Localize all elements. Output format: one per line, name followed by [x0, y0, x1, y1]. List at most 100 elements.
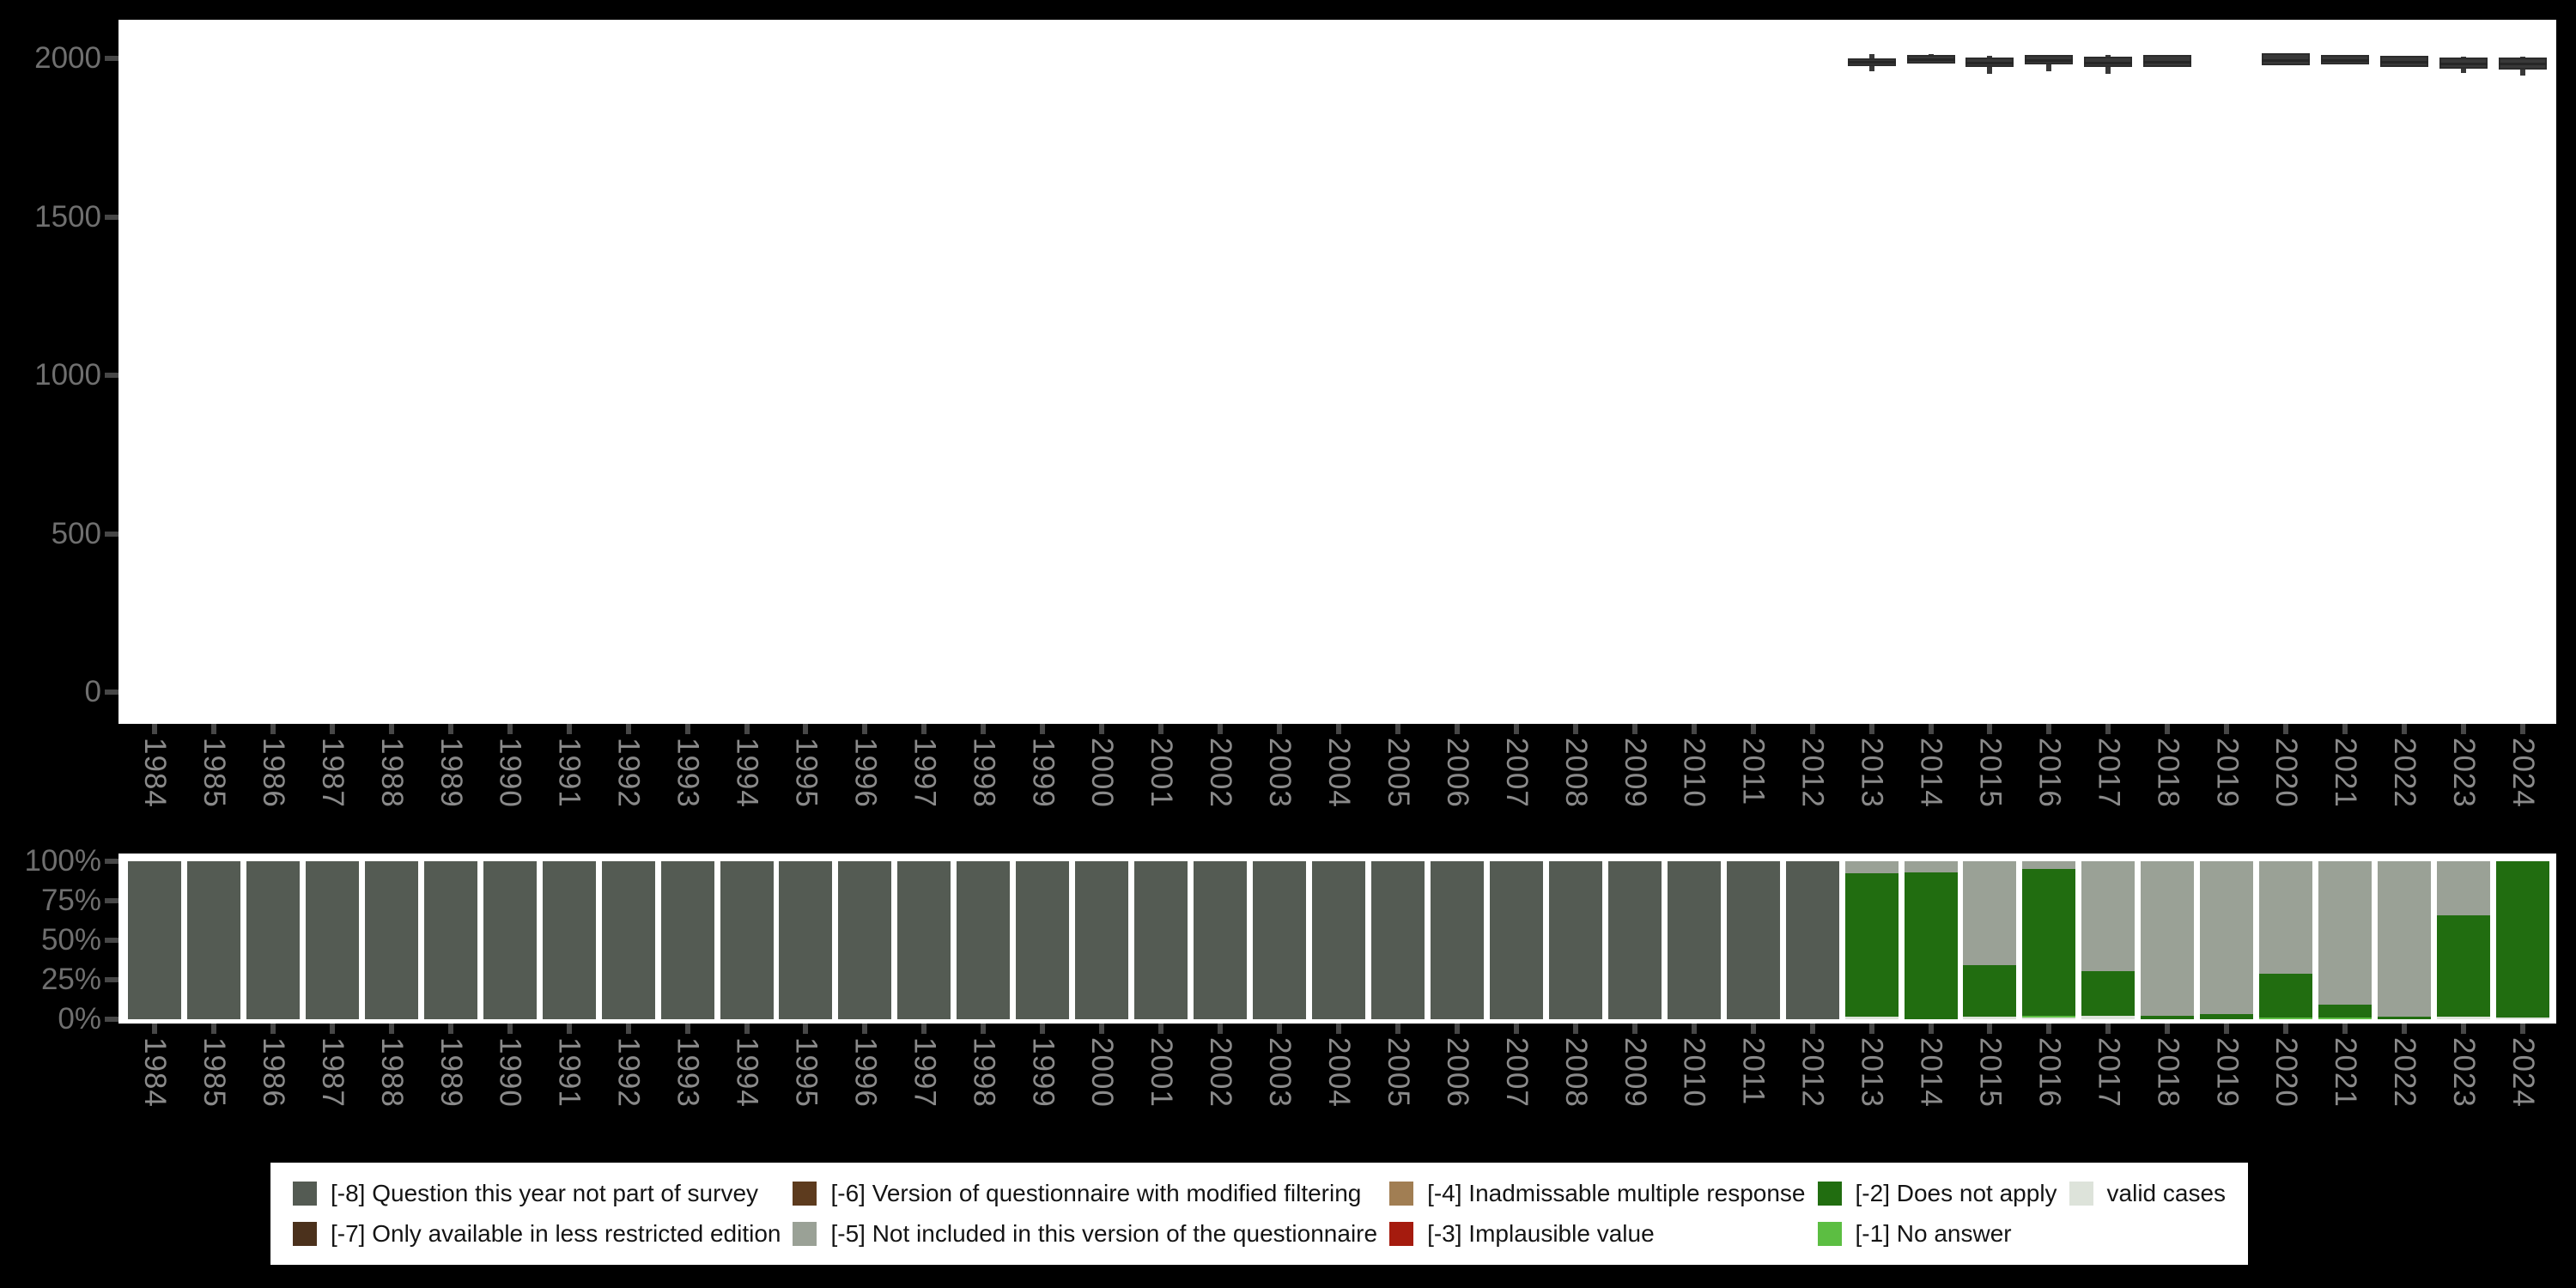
x-axis-year-label: 2002 [1204, 738, 1238, 808]
percent-axis-tick [105, 1017, 118, 1022]
x-axis-tick [447, 724, 453, 734]
x-axis-year-label: 1984 [138, 738, 172, 808]
bar-segment-code-1 [2022, 1016, 2076, 1018]
x-axis-year-label: 2004 [1322, 1037, 1356, 1108]
bar-segment-code-2 [1844, 872, 1899, 1018]
x-axis-year-label: 2016 [2032, 738, 2067, 808]
boxplot-median [2499, 63, 2547, 66]
bar-segment-code-2 [2141, 1016, 2195, 1019]
x-axis-year-label: 1995 [789, 738, 823, 808]
x-axis-year-label: 2004 [1322, 738, 1356, 808]
x-axis-tick [329, 1024, 335, 1034]
x-axis-tick [803, 724, 809, 734]
legend-item-code-4: [-4] Inadmissable multiple response [1389, 1180, 1806, 1207]
legend-item-codevalid: valid cases [2069, 1180, 2226, 1207]
x-axis-year-label: 2011 [1736, 1037, 1771, 1106]
missing-codes-percent-panel [118, 854, 2556, 1024]
x-axis-tick [1513, 724, 1519, 734]
x-axis-year-label: 1996 [848, 1037, 883, 1108]
x-axis-tick [1218, 724, 1224, 734]
x-axis-year-label: 1986 [256, 738, 290, 808]
bar-segment-code-5 [2141, 861, 2195, 1017]
x-axis-tick [1394, 724, 1400, 734]
legend-label: [-2] Does not apply [1855, 1179, 2057, 1206]
bar-segment-code-8 [1430, 861, 1484, 1019]
x-axis-tick [2165, 1024, 2171, 1034]
y-axis-tick [105, 373, 118, 378]
x-axis-year-label: 2007 [1499, 1037, 1534, 1108]
boxplot-median [2262, 59, 2311, 63]
x-axis-tick [1394, 1024, 1400, 1034]
x-axis-tick [1454, 1024, 1460, 1034]
legend-item-code-6: [-6] Version of questionnaire with modif… [793, 1180, 1377, 1207]
x-axis-year-label: 1992 [611, 1037, 646, 1108]
x-axis-year-label: 2009 [1618, 1037, 1652, 1108]
bar-segment-code-5 [2378, 861, 2432, 1018]
bar-segment-code-1 [2259, 1018, 2313, 1019]
x-axis-tick [447, 1024, 453, 1034]
x-axis-year-label: 2015 [1973, 1037, 2008, 1108]
bar-segment-codevalid [1963, 1017, 2017, 1019]
x-axis-tick [2402, 1024, 2408, 1034]
x-axis-tick [2224, 1024, 2230, 1034]
x-axis-tick [1750, 724, 1756, 734]
legend-swatch-code-5 [793, 1222, 817, 1247]
x-axis-year-label: 2000 [1085, 1037, 1120, 1108]
bar-segment-code-5 [2259, 861, 2313, 974]
x-axis-tick [684, 724, 690, 734]
x-axis-year-label: 1994 [730, 738, 764, 808]
x-axis-year-label: 1997 [908, 738, 942, 808]
bar-segment-codevalid [1844, 1017, 1899, 1019]
x-axis-tick [1868, 724, 1874, 734]
x-axis-year-label: 1995 [789, 1037, 823, 1108]
x-axis-tick [2283, 724, 2289, 734]
bar-segment-code-8 [1370, 861, 1425, 1019]
bar-segment-code-8 [720, 861, 774, 1019]
x-axis-year-label: 2021 [2329, 738, 2363, 808]
x-axis-year-label: 1986 [256, 1037, 290, 1108]
value-distribution-panel [118, 20, 2556, 724]
x-axis-tick [507, 724, 513, 734]
bar-segment-code-8 [1607, 861, 1662, 1019]
x-axis-tick [1040, 1024, 1046, 1034]
bar-segment-codevalid [2022, 1018, 2076, 1019]
bar-segment-code-5 [2200, 861, 2254, 1015]
x-axis-tick [1158, 1024, 1164, 1034]
x-axis-year-label: 2021 [2329, 1037, 2363, 1108]
x-axis-tick [921, 1024, 927, 1034]
x-axis-year-label: 2014 [1914, 1037, 1948, 1108]
boxplot-median [1847, 61, 1896, 64]
x-axis-year-label: 1990 [493, 1037, 527, 1108]
x-axis-tick [1099, 724, 1105, 734]
y-axis-label: 2000 [34, 41, 101, 75]
bar-segment-code-8 [660, 861, 714, 1019]
bar-segment-code-8 [186, 861, 240, 1019]
bar-segment-code-5 [2318, 861, 2372, 1005]
y-axis-tick [105, 531, 118, 537]
boxplot-median [2380, 61, 2429, 64]
x-axis-tick [152, 724, 157, 734]
x-axis-year-label: 2009 [1618, 738, 1652, 808]
y-axis-label: 500 [51, 516, 101, 550]
percent-axis-label: 50% [40, 923, 101, 957]
x-axis-tick [2165, 724, 2171, 734]
x-axis-tick [1928, 1024, 1934, 1034]
legend-item-code-5: [-5] Not included in this version of the… [793, 1220, 1377, 1248]
x-axis-tick [2046, 724, 2052, 734]
x-axis-tick [270, 724, 276, 734]
y-axis-tick [105, 56, 118, 61]
x-axis-tick [1277, 724, 1283, 734]
legend-item-code-8: [-8] Question this year not part of surv… [293, 1180, 781, 1207]
bar-segment-code-8 [1667, 861, 1721, 1019]
x-axis-tick [1572, 724, 1578, 734]
legend-item-code-7: [-7] Only available in less restricted e… [293, 1220, 781, 1248]
x-axis-year-label: 1993 [671, 1037, 705, 1108]
bar-segment-code-5 [2022, 861, 2076, 870]
x-axis-year-label: 1987 [315, 738, 349, 808]
bar-segment-code-8 [1194, 861, 1248, 1019]
bar-segment-code-2 [1904, 872, 1958, 1019]
bar-segment-code-8 [1016, 861, 1070, 1019]
x-axis-year-label: 1985 [197, 1037, 231, 1108]
legend-swatch-code-8 [293, 1181, 317, 1206]
x-axis-year-label: 2013 [1855, 738, 1889, 808]
